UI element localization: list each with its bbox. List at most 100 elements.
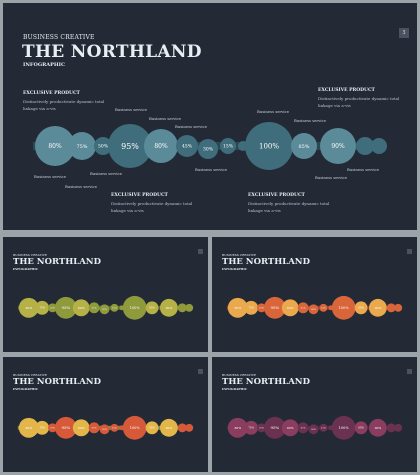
bubble: [99, 424, 110, 435]
bubble-value-label: 15%: [321, 427, 326, 430]
bubble: [185, 303, 194, 312]
bubble-value-label: 15%: [112, 427, 117, 430]
bubble: [227, 297, 248, 318]
service-label: Business service: [257, 109, 289, 114]
block-line: Distinctively productivate dynamic total: [318, 96, 400, 101]
bubble: [386, 423, 396, 433]
slide-title: THE NORTHLAND: [222, 377, 310, 387]
bubble: [99, 304, 110, 315]
bubble: [185, 423, 194, 432]
thumbnail-slide-3[interactable]: 80% 75% 50% 95% 80% 45% 30% 15% 100% 85% 90% BUSINE…: [3, 357, 208, 472]
slide-kicker: BUSINESS CREATIVE: [222, 373, 257, 377]
service-label: Business service: [34, 174, 66, 179]
bubble: [368, 418, 387, 437]
main-slide[interactable]: 80% 75% 50% 95% 80% 45% 30% 15% 100% 85% 90% BUSIN…: [3, 3, 417, 230]
bubble-value-label: 15%: [223, 144, 234, 150]
bubble-value-label: 30%: [102, 428, 107, 431]
bubble: [198, 139, 218, 159]
bubble-value-label: 15%: [112, 307, 117, 310]
bubble-value-label: 45%: [92, 307, 97, 310]
bubble: [108, 124, 152, 168]
bubble-value-label: 85%: [358, 427, 364, 430]
bubble: [94, 137, 112, 155]
bubble: [18, 417, 39, 438]
bubble-value-label: 50%: [50, 307, 55, 310]
bubble-value-label: 80%: [48, 143, 62, 150]
thumbnail-slide-1[interactable]: 80% 75% 50% 95% 80% 45% 30% 15% 100% 85% 90% BUSINE…: [3, 237, 208, 352]
bubble-value-label: 80%: [234, 306, 241, 310]
bubble: [176, 135, 198, 157]
bubble-chain: 80% 75% 50% 95% 80% 45% 30% 15% 100% 85% 90%: [17, 415, 194, 440]
bubble: [159, 418, 178, 437]
page-number-badge: [198, 249, 203, 254]
slide-subtitle: INFOGRAPHIC: [23, 62, 65, 68]
block-heading: EXCLUSIVE PRODUCT: [318, 88, 375, 93]
thumbnail-slide-2[interactable]: 80% 75% 50% 95% 80% 45% 30% 15% 100% 85% 90% BUSINE…: [212, 237, 417, 352]
bubble: [110, 423, 119, 432]
thumbnail-slide-4[interactable]: 80% 75% 50% 95% 80% 45% 30% 15% 100% 85% 90% BUSINE…: [212, 357, 417, 472]
page-number-badge: [407, 249, 412, 254]
bubble-value-label: 75%: [76, 144, 87, 150]
bubble: [35, 300, 50, 315]
bubble-value-label: 45%: [92, 427, 97, 430]
bubble: [88, 422, 100, 434]
page-number-badge: 3: [399, 28, 409, 38]
service-label: Business service: [347, 167, 379, 172]
bubble-value-label: 30%: [311, 308, 316, 311]
bubble: [122, 295, 147, 320]
block-line: linkage via a-vis: [248, 208, 281, 213]
bubble-value-label: 95%: [61, 305, 70, 310]
bubble: [281, 299, 299, 317]
bubble-value-label: 80%: [25, 306, 32, 310]
bubble-value-label: 75%: [248, 307, 254, 310]
slide-subtitle: INFOGRAPHIC: [222, 267, 248, 271]
bubble: [159, 298, 178, 317]
bubble-value-label: 90%: [375, 426, 382, 430]
block-line: Distinctively productivate dynamic total: [23, 99, 105, 104]
bubble: [308, 424, 319, 435]
bubble: [244, 420, 259, 435]
bubble: [368, 298, 387, 317]
service-label: Business service: [65, 184, 97, 189]
bubble: [177, 423, 187, 433]
bubble: [394, 423, 403, 432]
bubble-value-label: 80%: [287, 306, 294, 310]
bubble-value-label: 50%: [50, 427, 55, 430]
slide-title: THE NORTHLAND: [13, 377, 101, 387]
bubble-value-label: 95%: [270, 425, 279, 430]
bubble-value-label: 50%: [259, 427, 264, 430]
bubble-value-label: 80%: [78, 426, 85, 430]
bubble: [54, 296, 77, 319]
bubble: [48, 303, 57, 313]
bubble-value-label: 90%: [375, 306, 382, 310]
bubble: [227, 417, 248, 438]
slide-kicker: BUSINESS CREATIVE: [23, 34, 95, 41]
bubble: [308, 304, 319, 315]
bubble-chain: 80% 75% 50% 95% 80% 45% 30% 15% 100% 85% 90%: [17, 295, 194, 320]
bubble-value-label: 30%: [203, 147, 214, 153]
bubble-value-label: 15%: [321, 307, 326, 310]
bubble: [297, 302, 309, 314]
service-label: Business service: [315, 175, 347, 180]
bubble: [263, 416, 286, 439]
bubble-value-label: 95%: [270, 305, 279, 310]
bubble-value-label: 85%: [149, 307, 155, 310]
bubble: [145, 301, 159, 315]
bubble-value-label: 75%: [39, 307, 45, 310]
slide-title: THE NORTHLAND: [22, 42, 202, 62]
bubble-value-label: 80%: [234, 426, 241, 430]
bubble: [88, 302, 100, 314]
bubble-value-label: 80%: [287, 426, 294, 430]
bubble: [371, 138, 387, 154]
bubble-value-label: 50%: [98, 144, 109, 150]
bubble-value-label: 45%: [182, 144, 193, 150]
bubble: [72, 419, 90, 437]
block-heading: EXCLUSIVE PRODUCT: [111, 193, 168, 198]
bubble: [297, 422, 309, 434]
bubble-value-label: 75%: [248, 427, 254, 430]
bubble-value-label: 100%: [339, 306, 350, 310]
slide-title: THE NORTHLAND: [222, 257, 310, 267]
bubble: [257, 303, 266, 313]
bubble-value-label: 100%: [130, 426, 141, 430]
bubble-chain: 80% 75% 50% 95% 80% 45% 30% 15% 100% 85% 90%: [226, 295, 403, 320]
